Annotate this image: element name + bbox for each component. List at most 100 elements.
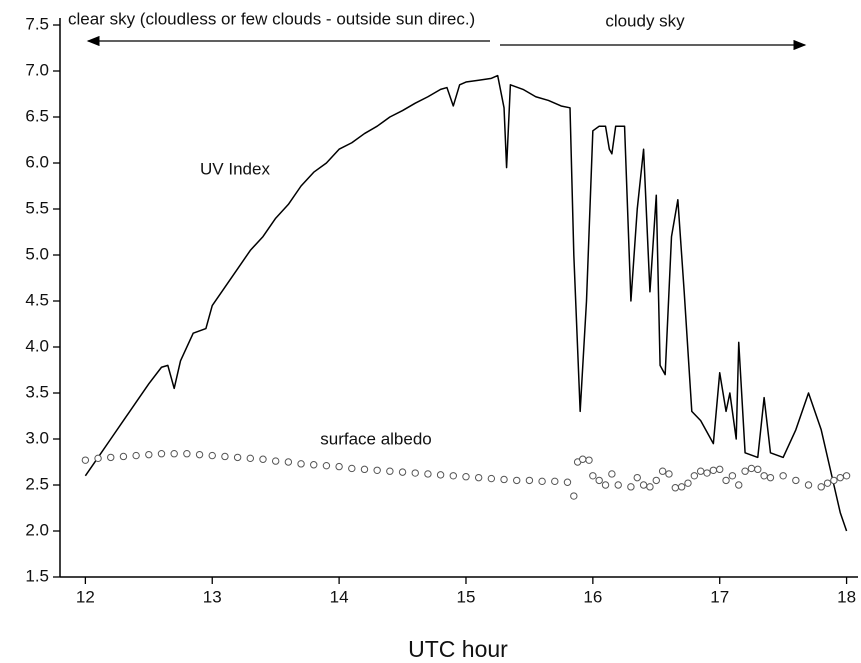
data-point bbox=[722, 476, 730, 485]
data-point bbox=[779, 472, 787, 480]
data-point bbox=[608, 470, 616, 478]
x-tick-label: 15 bbox=[457, 587, 476, 606]
data-point bbox=[525, 476, 534, 485]
data-point bbox=[570, 492, 578, 500]
data-point bbox=[513, 476, 521, 485]
series-label: UV Index bbox=[200, 159, 270, 178]
y-tick-label: 6.0 bbox=[25, 152, 49, 171]
y-tick-label: 6.5 bbox=[25, 106, 49, 125]
data-point bbox=[411, 469, 419, 477]
data-point bbox=[614, 481, 622, 489]
data-point bbox=[747, 464, 756, 473]
data-point bbox=[360, 465, 369, 474]
data-point bbox=[259, 455, 267, 463]
data-point bbox=[487, 474, 496, 483]
data-point bbox=[792, 476, 800, 485]
data-point bbox=[677, 483, 686, 491]
data-point bbox=[817, 483, 825, 491]
data-point bbox=[107, 453, 115, 462]
y-tick-label: 2.0 bbox=[25, 520, 49, 539]
y-tick-label: 3.5 bbox=[25, 382, 49, 401]
data-point bbox=[145, 450, 153, 459]
data-point bbox=[386, 467, 394, 475]
data-point bbox=[119, 452, 128, 461]
y-tick-label: 7.5 bbox=[25, 14, 49, 33]
data-point bbox=[595, 476, 603, 485]
data-point bbox=[94, 454, 102, 463]
data-point bbox=[585, 456, 593, 464]
data-point bbox=[424, 470, 432, 478]
data-point bbox=[398, 468, 407, 476]
data-point bbox=[500, 475, 508, 484]
data-point bbox=[646, 483, 654, 491]
data-point bbox=[335, 462, 343, 471]
series-label: surface albedo bbox=[320, 429, 432, 448]
data-point bbox=[735, 481, 743, 489]
y-tick-label: 3.0 bbox=[25, 428, 49, 447]
data-point bbox=[652, 476, 660, 485]
data-point bbox=[322, 461, 331, 470]
data-point bbox=[551, 477, 559, 486]
data-point bbox=[233, 453, 242, 462]
data-point bbox=[183, 450, 191, 458]
data-point bbox=[589, 472, 597, 480]
data-point bbox=[627, 483, 635, 491]
data-point bbox=[703, 469, 711, 477]
data-point bbox=[696, 467, 705, 475]
data-point bbox=[81, 456, 90, 464]
data-point bbox=[709, 466, 718, 474]
data-point bbox=[578, 455, 587, 463]
y-tick-label: 5.5 bbox=[25, 198, 49, 217]
x-tick-label: 13 bbox=[203, 587, 222, 606]
data-point bbox=[804, 481, 813, 489]
data-point bbox=[665, 470, 673, 478]
data-point bbox=[639, 481, 648, 489]
data-point bbox=[601, 481, 610, 489]
y-tick-label: 1.5 bbox=[25, 566, 49, 585]
data-point bbox=[830, 476, 838, 485]
x-tick-label: 12 bbox=[76, 587, 95, 606]
data-point bbox=[760, 472, 768, 480]
x-tick-label: 18 bbox=[837, 587, 856, 606]
x-tick-label: 17 bbox=[710, 587, 729, 606]
data-point bbox=[836, 473, 844, 482]
data-point bbox=[462, 473, 470, 481]
data-point bbox=[297, 460, 305, 468]
y-tick-label: 5.0 bbox=[25, 244, 49, 263]
data-point bbox=[284, 458, 293, 466]
data-point bbox=[690, 472, 699, 480]
annotation: clear sky (cloudless or few clouds - out… bbox=[68, 9, 475, 28]
data-point bbox=[208, 451, 216, 460]
data-point bbox=[633, 473, 641, 482]
annotation: cloudy sky bbox=[605, 11, 685, 30]
x-tick-label: 14 bbox=[330, 587, 349, 606]
data-point bbox=[157, 450, 166, 458]
data-point bbox=[170, 450, 178, 458]
data-point bbox=[449, 472, 457, 480]
data-point bbox=[348, 464, 356, 473]
data-point bbox=[373, 466, 381, 474]
data-line bbox=[84, 74, 848, 532]
data-point bbox=[563, 478, 572, 486]
data-point bbox=[195, 450, 204, 459]
x-axis-title: UTC hour bbox=[408, 636, 508, 662]
data-point bbox=[728, 472, 737, 480]
y-tick-label: 4.0 bbox=[25, 336, 49, 355]
data-point bbox=[823, 479, 832, 487]
data-point bbox=[842, 472, 851, 480]
data-point bbox=[310, 461, 318, 469]
data-point bbox=[671, 484, 680, 492]
data-point bbox=[766, 473, 775, 482]
data-point bbox=[132, 451, 140, 460]
data-point bbox=[754, 465, 762, 474]
x-tick-label: 16 bbox=[583, 587, 602, 606]
data-point bbox=[436, 471, 445, 479]
data-point bbox=[658, 467, 667, 475]
data-point bbox=[474, 473, 483, 482]
data-point bbox=[246, 454, 255, 463]
data-point bbox=[741, 467, 749, 475]
y-tick-label: 2.5 bbox=[25, 474, 49, 493]
y-tick-label: 4.5 bbox=[25, 290, 49, 309]
y-tick-label: 7.0 bbox=[25, 60, 49, 79]
